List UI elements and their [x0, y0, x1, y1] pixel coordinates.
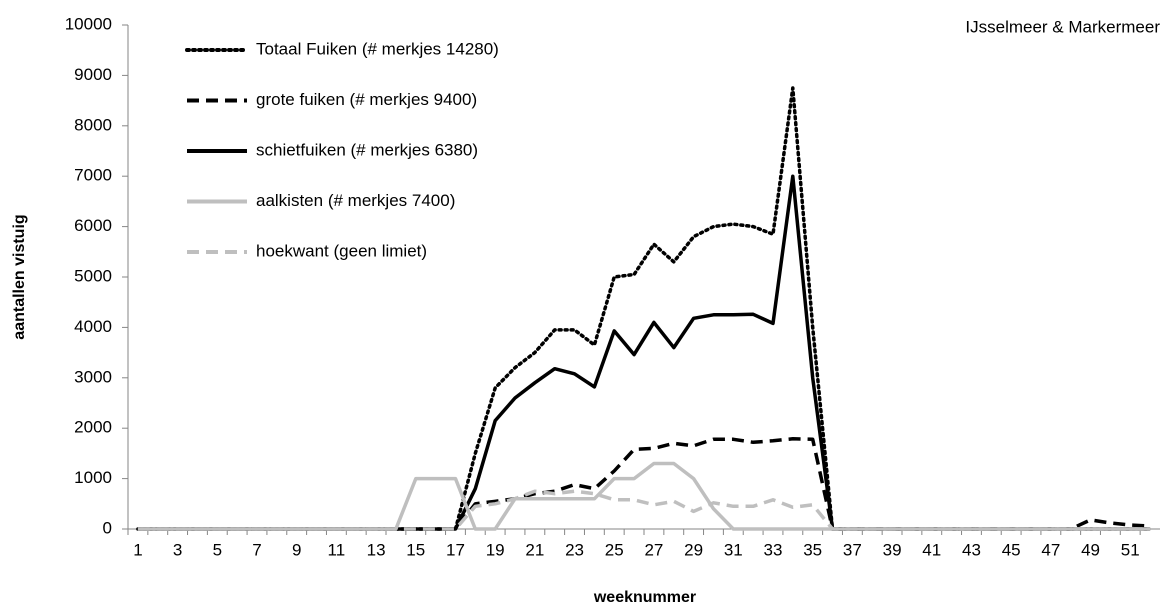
x-tick-label: 45	[1002, 540, 1021, 559]
x-tick-label: 43	[962, 540, 981, 559]
legend-label: Totaal Fuiken (# merkjes 14280)	[256, 39, 499, 58]
x-tick-label: 15	[406, 540, 425, 559]
x-tick-label: 35	[803, 540, 822, 559]
legend-label: hoekwant (geen limiet)	[256, 241, 427, 260]
y-tick-label: 4000	[74, 317, 112, 336]
x-tick-label: 37	[843, 540, 862, 559]
x-tick-label: 51	[1121, 540, 1140, 559]
x-tick-label: 21	[525, 540, 544, 559]
series-line	[137, 461, 1151, 531]
x-tick-label: 9	[292, 540, 301, 559]
x-axis-title: weeknummer	[593, 589, 696, 606]
y-tick-label: 1000	[74, 468, 112, 487]
y-tick-label: 6000	[74, 216, 112, 235]
y-tick-label: 3000	[74, 367, 112, 386]
x-tick-label: 19	[486, 540, 505, 559]
x-tick-label: 39	[883, 540, 902, 559]
x-tick-label: 17	[446, 540, 465, 559]
y-tick-label: 8000	[74, 115, 112, 134]
x-tick-label: 49	[1081, 540, 1100, 559]
series-line	[137, 437, 1151, 531]
x-tick-label: 7	[252, 540, 261, 559]
y-tick-label: 10000	[65, 14, 112, 33]
x-tick-label: 3	[173, 540, 182, 559]
x-tick-label: 47	[1041, 540, 1060, 559]
series-line	[137, 174, 1151, 531]
x-tick-label: 27	[644, 540, 663, 559]
x-tick-label: 33	[764, 540, 783, 559]
y-tick-label: 2000	[74, 418, 112, 437]
y-tick-label: 7000	[74, 166, 112, 185]
annotation: IJsselmeer & Markermeer	[965, 17, 1160, 36]
y-axis-title: aantallen vistuig	[11, 214, 28, 339]
legend-label: schietfuiken (# merkjes 6380)	[256, 140, 478, 159]
x-tick-label: 29	[684, 540, 703, 559]
x-tick-label: 1	[133, 540, 142, 559]
x-tick-label: 5	[213, 540, 222, 559]
y-tick-label: 9000	[74, 65, 112, 84]
x-tick-label: 11	[328, 540, 346, 559]
legend-label: aalkisten (# merkjes 7400)	[256, 191, 455, 210]
x-tick-label: 25	[605, 540, 624, 559]
series-line	[137, 489, 1151, 531]
legend-label: grote fuiken (# merkjes 9400)	[256, 90, 477, 109]
x-tick-label: 23	[565, 540, 584, 559]
x-tick-label: 31	[724, 540, 743, 559]
x-tick-label: 41	[922, 540, 941, 559]
y-tick-label: 0	[103, 518, 112, 537]
x-tick-label: 13	[367, 540, 386, 559]
y-tick-label: 5000	[74, 266, 112, 285]
